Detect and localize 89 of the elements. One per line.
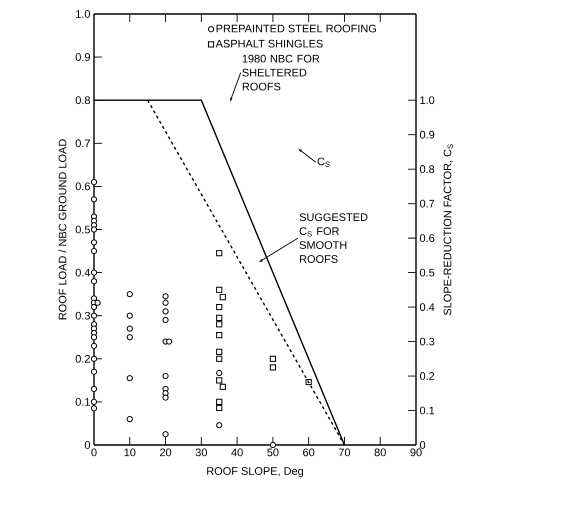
point xyxy=(270,442,276,448)
y-tick-label: 0.2 xyxy=(76,354,90,363)
y2-tick-label: 0.9 xyxy=(420,130,434,139)
point xyxy=(90,334,98,340)
point xyxy=(126,312,133,319)
y-tick-label: 0.3 xyxy=(76,312,90,320)
y-tick-label: 0.5 xyxy=(76,226,90,234)
point xyxy=(90,178,98,186)
point xyxy=(270,364,276,371)
x-axis-title: ROOF SLOPE, Deg xyxy=(207,467,304,478)
point xyxy=(166,338,172,345)
y2-tick-label: 0.3 xyxy=(420,338,434,346)
point xyxy=(216,404,222,412)
y2-tick-label: 0.5 xyxy=(420,268,434,276)
point xyxy=(216,370,222,376)
y-tick-label: 1.0 xyxy=(76,10,90,18)
point xyxy=(216,377,222,384)
y2-tick-label: 0.1 xyxy=(420,406,434,414)
point xyxy=(216,250,222,256)
y-tick-label: 0.7 xyxy=(76,139,90,148)
y-tick-label: 0.4 xyxy=(76,268,90,276)
x-tick-label: 20 xyxy=(160,448,172,456)
point xyxy=(216,348,222,355)
point xyxy=(90,312,98,319)
point xyxy=(162,316,169,324)
point xyxy=(90,342,98,349)
point xyxy=(90,356,98,362)
annotation: 1980 NBC FOR SHELTERED ROOFS xyxy=(242,54,320,90)
legend-label: PREPAINTED STEEL ROOFING xyxy=(216,24,376,32)
point xyxy=(90,196,98,202)
y2-tick-label: 0.8 xyxy=(420,165,434,174)
point xyxy=(90,368,98,375)
point xyxy=(162,293,169,300)
point xyxy=(220,294,226,300)
point xyxy=(126,416,133,422)
x-tick-label: 30 xyxy=(196,448,207,456)
x-tick-label: 60 xyxy=(303,448,314,456)
point xyxy=(162,431,169,438)
y-tick-label: 0.9 xyxy=(76,53,90,61)
y-tick-label: 0.1 xyxy=(76,398,90,406)
point xyxy=(216,422,222,428)
y2-tick-label: 0.7 xyxy=(420,200,434,208)
point xyxy=(216,356,222,362)
y2-tick-label: 0.4 xyxy=(420,303,434,311)
x-tick-label: 50 xyxy=(267,448,279,456)
y-axis-title: ROOF LOAD / NBC GROUND LOAD xyxy=(58,139,66,320)
y2-tick-label: 0.2 xyxy=(420,372,434,380)
legend-label: ASPHALT SHINGLES xyxy=(216,40,323,48)
point xyxy=(90,269,98,276)
y-tick-label: 0 xyxy=(84,441,90,449)
point xyxy=(90,398,98,405)
point xyxy=(126,291,133,298)
point xyxy=(270,356,276,362)
x-tick-label: 0 xyxy=(91,448,97,456)
point xyxy=(162,372,169,380)
point xyxy=(216,332,222,338)
y2-axis-title: SLOPE-REDUCTION FACTOR, C$_{S}$ xyxy=(444,144,453,316)
point xyxy=(126,334,133,340)
x-tick-label: 40 xyxy=(231,448,243,456)
point xyxy=(216,314,222,321)
point xyxy=(126,375,133,382)
point xyxy=(216,321,222,328)
point xyxy=(216,286,222,293)
x-tick-label: 90 xyxy=(410,448,422,456)
point xyxy=(90,278,98,284)
point xyxy=(90,386,98,392)
point xyxy=(90,304,98,310)
point xyxy=(90,239,98,246)
point xyxy=(90,405,98,412)
point xyxy=(126,326,133,332)
point xyxy=(90,226,98,233)
point xyxy=(162,394,169,401)
point xyxy=(90,248,98,254)
y2-tick-label: 0 xyxy=(420,441,426,449)
point xyxy=(162,308,169,314)
x-tick-label: 70 xyxy=(338,448,350,456)
annotation: SUGGESTED C$_{S}$ FOR SMOOTH ROOFS xyxy=(300,213,368,263)
point xyxy=(220,384,226,390)
x-tick-label: 10 xyxy=(124,448,136,456)
x-tick-label: 80 xyxy=(374,448,386,456)
y-tick-label: 0.6 xyxy=(76,182,90,190)
y2-tick-label: 0.6 xyxy=(420,234,434,242)
annotation: C$_{S}$ xyxy=(318,158,330,167)
point xyxy=(216,398,222,405)
y2-tick-label: 1.0 xyxy=(420,96,434,104)
point xyxy=(216,304,222,310)
point xyxy=(94,300,101,306)
y-tick-label: 0.8 xyxy=(76,96,90,104)
point xyxy=(162,300,169,306)
